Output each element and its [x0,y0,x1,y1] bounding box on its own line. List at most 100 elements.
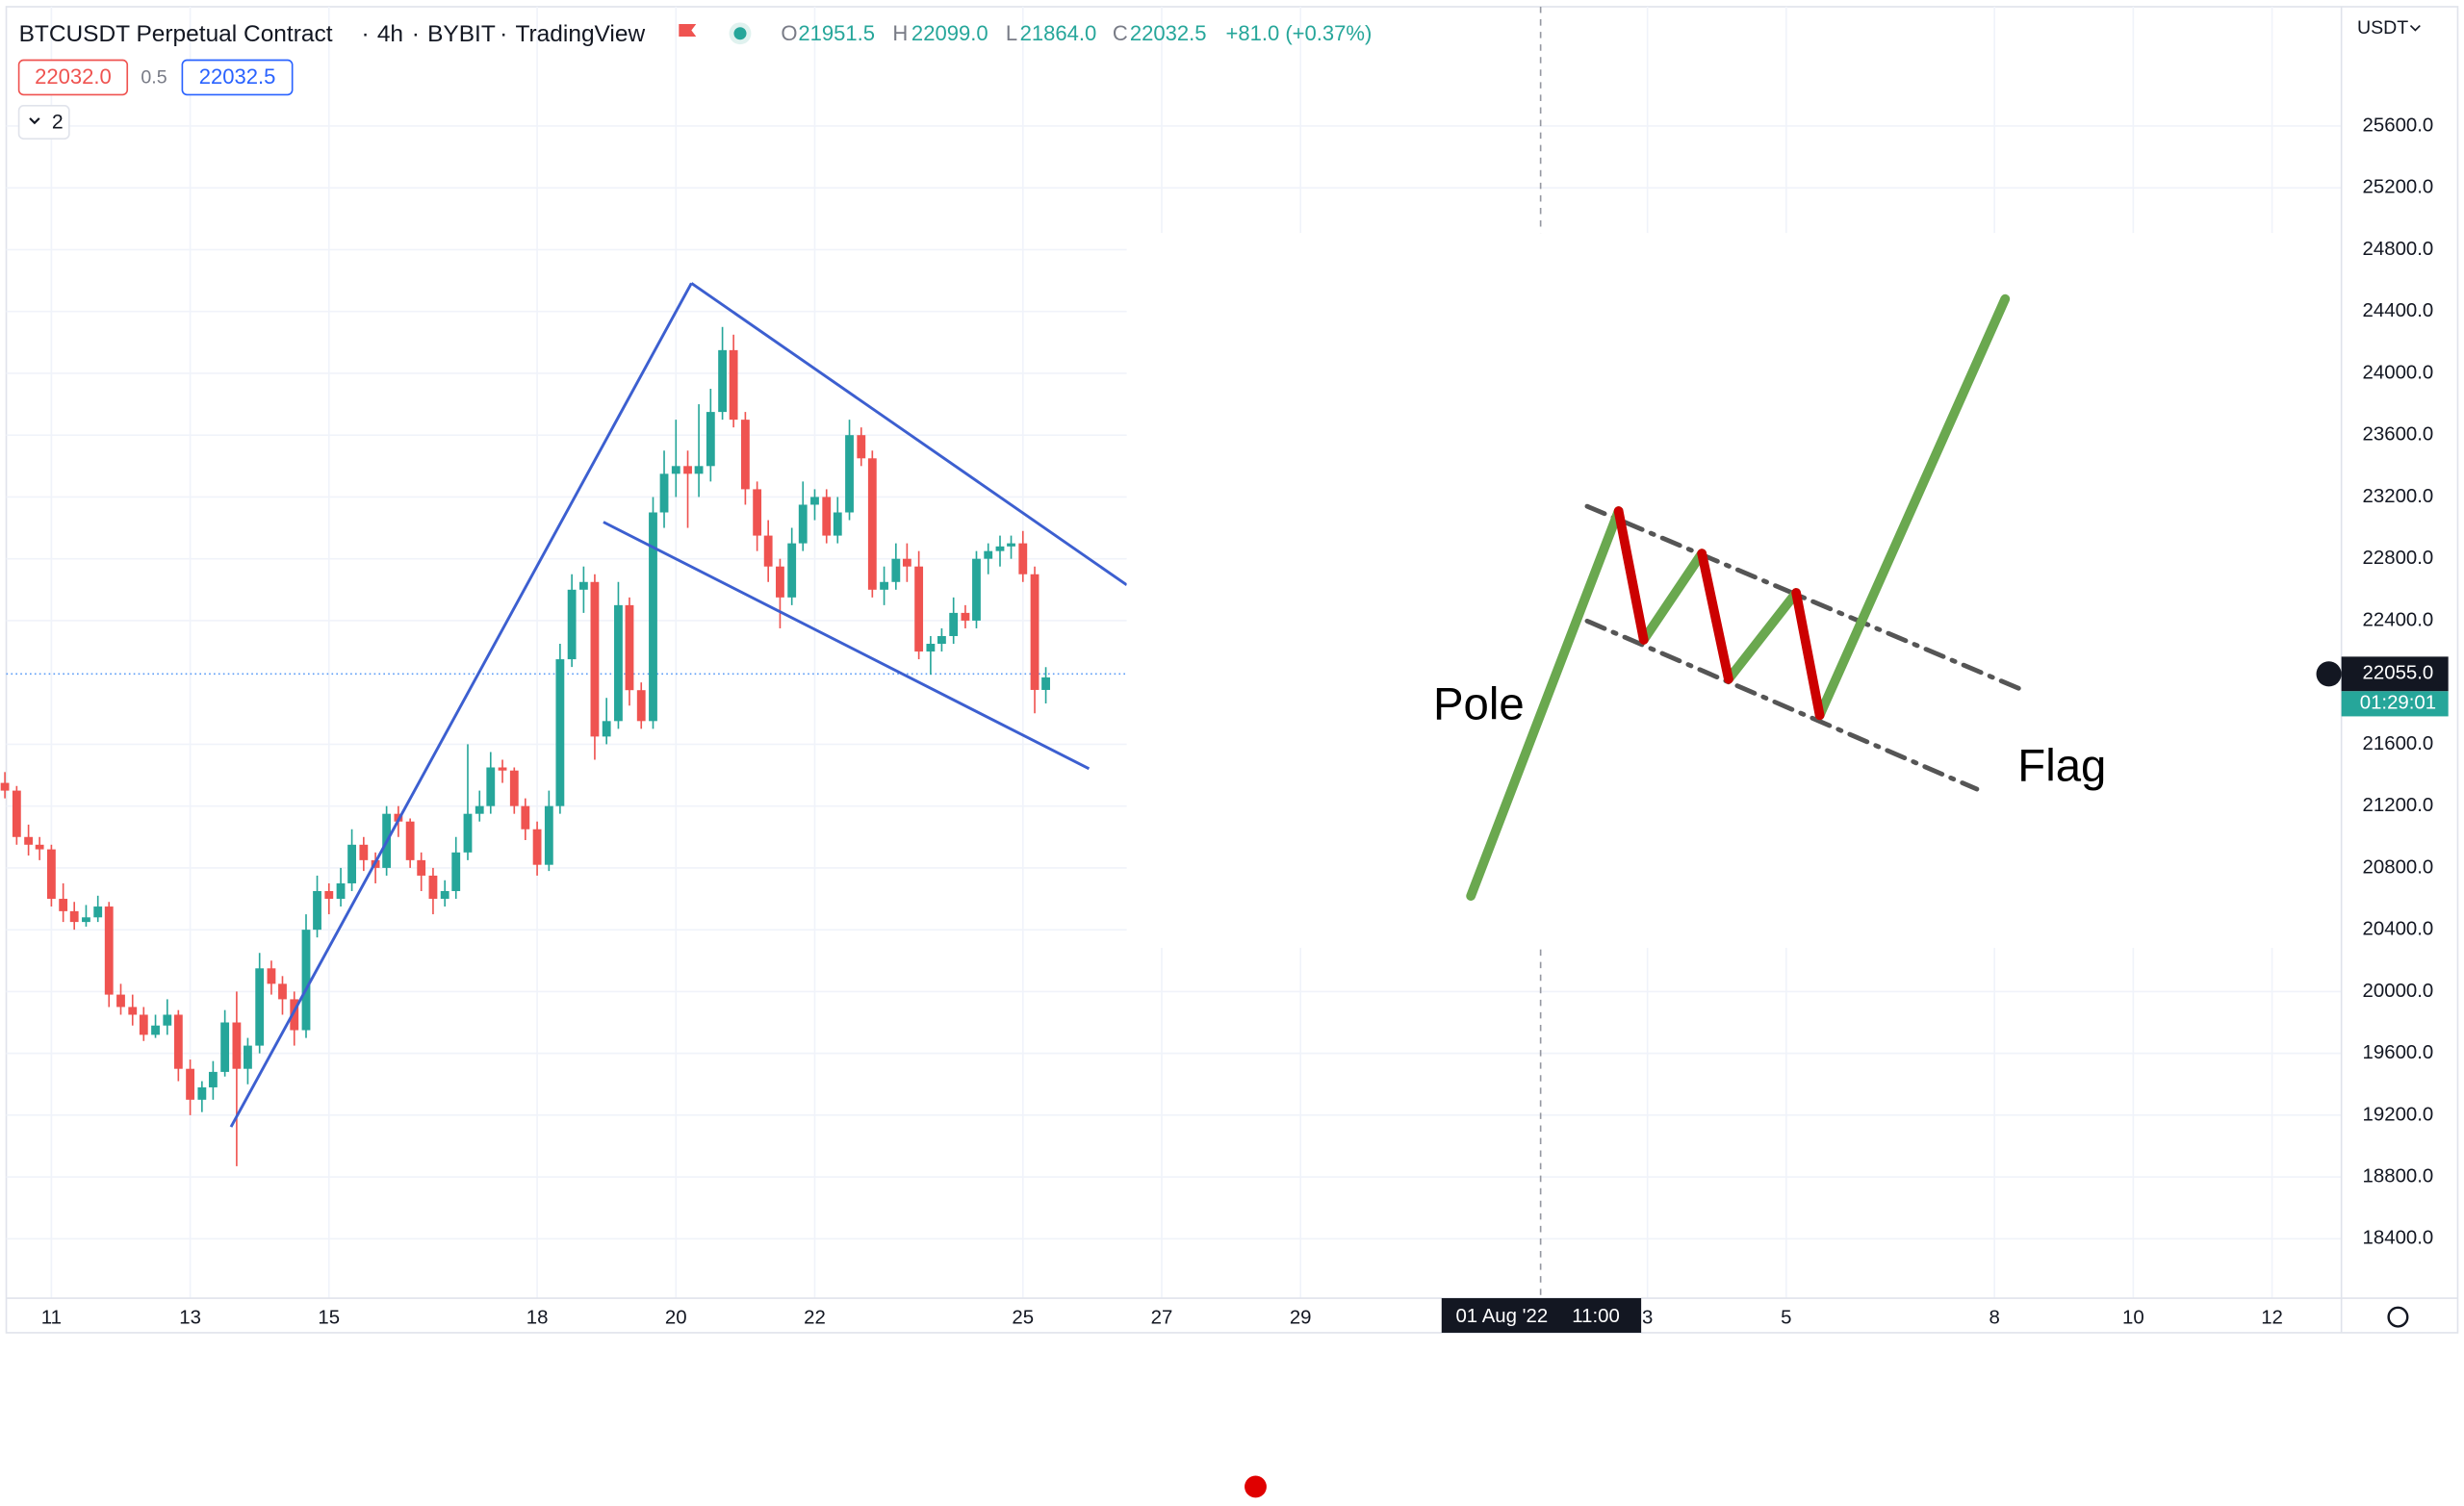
y-tick-label: 18800.0 [2363,1166,2434,1187]
x-tick-label: 29 [1290,1308,1312,1329]
candle-body [290,999,299,1031]
candle-body [521,805,530,830]
candle-body [763,535,773,567]
flag-upper [1584,503,2022,692]
flag-illustration [1466,294,2022,901]
candle-body [59,899,68,911]
candle-body [845,435,854,513]
candle-body [578,581,588,590]
candle-body [173,1014,183,1069]
candle-body [417,859,426,876]
sell-button[interactable] [17,59,129,96]
flag-illustration-bg [1126,233,2342,948]
pole-line [229,282,693,1128]
ohlc-label: H [892,21,908,45]
candle-body [972,558,981,621]
x-tick-label: 3 [1642,1308,1653,1329]
candle-body [1030,574,1040,690]
candle-body [614,604,623,722]
y-tick-label: 24000.0 [2363,362,2434,383]
candle-body [1007,543,1015,547]
candle-body [82,917,90,923]
candle-body [602,721,611,737]
x-tick-label: 8 [1989,1308,1999,1329]
candle-body [649,512,657,722]
candle-body [949,612,959,636]
flag-lower [1584,618,1980,792]
candle-body [706,412,715,467]
buy-button[interactable] [181,59,294,96]
crosshair-time: 11:00 [1572,1306,1620,1327]
annotation: Pole [1433,679,1525,730]
candle-body [926,644,936,652]
flag-icon[interactable] [679,23,697,38]
y-tick-label: 25600.0 [2363,115,2434,136]
candle-body [116,994,125,1008]
candle-body [69,910,79,923]
candle-body [0,782,10,791]
candle-body [532,829,542,865]
bid: 22032.0 [35,64,112,89]
x-tick-label: 18 [526,1308,549,1329]
candle-body [451,852,461,891]
candle-body [186,1068,195,1100]
candle-body [567,589,577,660]
x-tick-label: 5 [1781,1308,1791,1329]
candle-body [694,466,704,474]
separator: · [500,21,507,47]
y-tick-label: 20400.0 [2363,919,2434,940]
last-price-bg [2341,656,2449,692]
annotation: Flag [2017,740,2106,791]
candle-body [347,844,356,883]
candle-body [509,770,519,806]
indicator-count: 2 [52,111,64,133]
y-tick-label: 23200.0 [2363,486,2434,507]
pole [1466,506,1624,901]
exchange: BYBIT [427,21,496,47]
channel-bottom [603,521,1091,771]
x-tick-label: 27 [1151,1308,1173,1329]
ohlc-label: C [1113,21,1128,45]
currency[interactable]: USDT [2357,17,2408,38]
candle-body [729,349,738,421]
candle-body [93,906,103,918]
y-tick-label: 22400.0 [2363,609,2434,630]
record-dot [1245,1475,1267,1498]
candle-body [822,497,832,536]
candle-body [232,1022,242,1069]
indicators-toggle[interactable] [17,105,70,140]
settings-icon[interactable] [2387,1306,2409,1328]
candle-body [35,844,44,850]
y-tick-label: 24400.0 [2363,300,2434,321]
y-tick-label: 25200.0 [2363,177,2434,198]
candle-body [405,821,415,860]
separator: · [412,21,420,47]
candle-body [197,1086,207,1100]
x-tick-label: 25 [1012,1308,1034,1329]
separator: · [362,21,370,47]
candle-body [891,558,901,582]
candle-body [902,558,911,567]
candle-body [12,790,21,837]
candle-body [683,466,692,474]
x-tick-label: 13 [179,1308,201,1329]
flag-down [1791,588,1825,721]
candle-body [24,836,34,845]
ohlc-label: O [781,21,797,45]
candle-body [255,968,265,1046]
candle-body [313,890,321,931]
ohlc-label: L [1006,21,1017,45]
y-tick-label: 19600.0 [2363,1042,2434,1063]
candle-body [475,805,484,814]
candle-body [428,875,438,900]
ask: 22032.5 [199,64,276,89]
candle-body [139,1014,148,1035]
candle-body [753,489,762,536]
candle-body [810,497,819,505]
y-tick-label: 24800.0 [2363,239,2434,260]
candle-body [787,543,797,598]
price-scale-icon [2316,661,2342,687]
candle-body [498,767,507,771]
chevron [29,117,40,125]
